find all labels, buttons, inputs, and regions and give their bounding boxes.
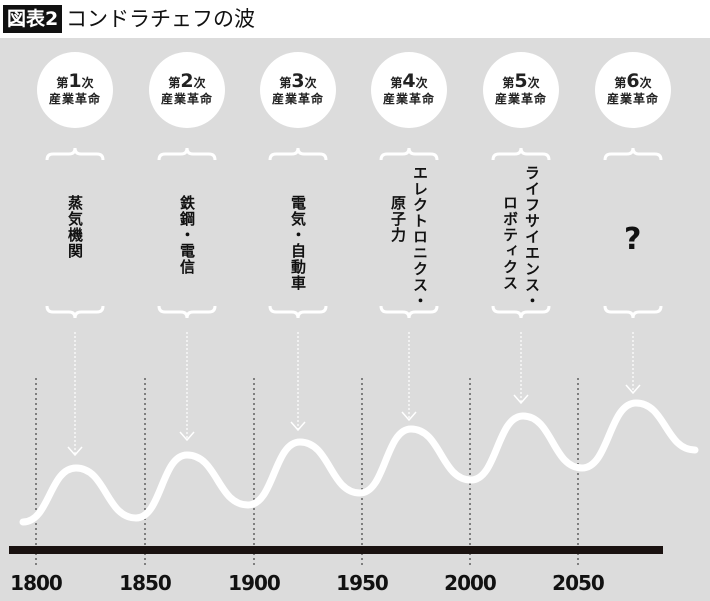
brace-top [45,147,105,161]
year-label: 1800 [10,571,63,595]
year-label: 1900 [228,571,281,595]
year-label: 1850 [119,571,172,595]
era-label: 産業革命 [606,92,659,106]
era-circle-5: 第5次 産業革命 [483,52,559,128]
era-circle-3: 第3次 産業革命 [260,52,336,128]
era-ordinal: 第6次 [614,70,652,92]
arrow-head-icon [67,446,83,457]
brace-top [268,147,328,161]
tech-label: ライフサイエンス・ [523,165,541,309]
figure-badge: 図表2 [3,5,63,33]
year-label: 2000 [444,571,497,595]
era-label: 産業革命 [160,92,213,106]
era-ordinal: 第5次 [502,70,540,92]
tech-label: エレクトロニクス・ [411,165,429,309]
year-label: 2050 [552,571,605,595]
arrow-head-icon [625,384,641,395]
brace-top [157,147,217,161]
era-ordinal: 第1次 [56,70,94,92]
timeline-axis [9,546,663,554]
brace-bottom [45,305,105,319]
header: 図表2 コンドラチェフの波 [0,0,710,38]
brace-bottom [491,305,551,319]
tech-label: 鉄鋼・電信 [178,195,196,275]
era-circle-2: 第2次 産業革命 [149,52,225,128]
unknown-tech: ? [624,222,642,257]
era-ordinal: 第2次 [168,70,206,92]
era-circle-6: 第6次 産業革命 [595,52,671,128]
era-ordinal: 第4次 [390,70,428,92]
brace-bottom [603,305,663,319]
brace-top [491,147,551,161]
arrow-head-icon [401,411,417,422]
era-label: 産業革命 [271,92,324,106]
arrow-head-icon [513,394,529,405]
era-label: 産業革命 [48,92,101,106]
arrow-head-icon [290,421,306,432]
era-circle-4: 第4次 産業革命 [371,52,447,128]
kondratiev-wave [19,399,699,526]
brace-bottom [157,305,217,319]
tech-label: 電気・自動車 [289,195,307,291]
brace-bottom [268,305,328,319]
arrow-head-icon [179,431,195,442]
era-label: 産業革命 [494,92,547,106]
tech-label: 原子力 [389,195,407,243]
year-label: 1950 [336,571,389,595]
tech-label: ロボティクス [501,195,519,291]
brace-bottom [379,305,439,319]
era-ordinal: 第3次 [279,70,317,92]
era-circle-1: 第1次 産業革命 [37,52,113,128]
tech-label: 蒸気機関 [66,195,84,259]
brace-top [603,147,663,161]
brace-top [379,147,439,161]
era-label: 産業革命 [382,92,435,106]
figure-title: コンドラチェフの波 [66,7,255,31]
